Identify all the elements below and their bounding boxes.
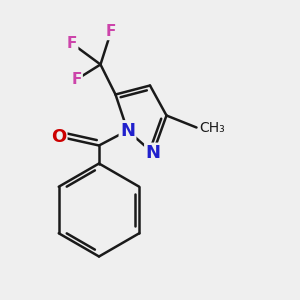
Text: O: O: [51, 128, 66, 146]
Text: F: F: [71, 72, 82, 87]
Text: CH₃: CH₃: [200, 121, 225, 134]
Text: F: F: [106, 24, 116, 39]
Text: N: N: [120, 122, 135, 140]
Text: F: F: [67, 36, 77, 51]
Text: N: N: [146, 144, 160, 162]
